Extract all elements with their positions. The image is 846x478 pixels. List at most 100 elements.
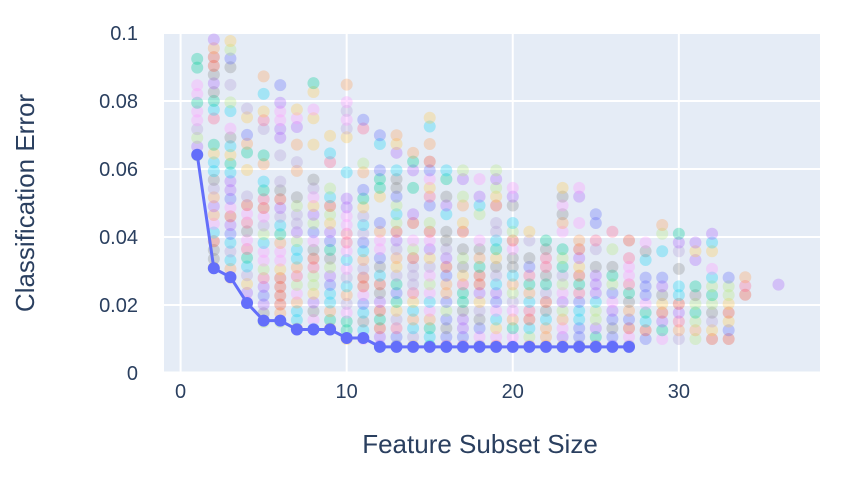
candidate-point	[274, 280, 287, 293]
candidate-point	[490, 243, 503, 256]
candidate-point	[274, 272, 287, 285]
candidate-point	[373, 269, 386, 282]
candidate-point	[423, 313, 436, 326]
candidate-point	[672, 236, 685, 249]
candidate-point	[490, 260, 503, 273]
candidate-point	[357, 262, 370, 275]
candidate-point	[589, 216, 602, 229]
candidate-point	[307, 173, 320, 186]
candidate-point	[423, 173, 436, 186]
candidate-point	[224, 34, 237, 47]
candidate-point	[257, 201, 270, 214]
candidate-point	[307, 226, 320, 239]
best-error-point	[456, 340, 469, 353]
candidate-point	[207, 156, 220, 169]
candidate-point	[573, 313, 586, 326]
candidate-point	[307, 217, 320, 230]
best-series	[191, 148, 636, 353]
candidate-point	[506, 269, 519, 282]
candidate-point	[506, 313, 519, 326]
candidate-point	[241, 146, 254, 159]
candidate-point	[290, 121, 303, 134]
candidate-point	[274, 298, 287, 311]
candidate-point	[706, 289, 719, 302]
candidate-point	[207, 94, 220, 107]
candidate-point	[340, 315, 353, 328]
best-error-point	[307, 323, 320, 336]
candidate-point	[672, 324, 685, 337]
candidate-point	[373, 129, 386, 142]
candidate-point	[556, 216, 569, 229]
candidate-point	[722, 315, 735, 328]
candidate-point	[589, 234, 602, 247]
candidate-point	[224, 210, 237, 223]
candidate-point	[490, 322, 503, 335]
candidate-point	[407, 216, 420, 229]
candidate-point	[456, 173, 469, 186]
candidate-point	[440, 252, 453, 265]
candidate-point	[357, 218, 370, 231]
candidate-point	[672, 315, 685, 328]
candidate-point	[407, 252, 420, 265]
candidate-point	[390, 208, 403, 221]
candidate-point	[357, 122, 370, 135]
candidate-point	[456, 287, 469, 300]
candidate-point	[274, 263, 287, 276]
candidate-point	[623, 278, 636, 291]
best-error-point	[556, 340, 569, 353]
grid-lines	[164, 32, 820, 375]
candidate-point	[241, 225, 254, 238]
best-error-point	[573, 340, 586, 353]
candidate-point	[340, 218, 353, 231]
candidate-point	[373, 252, 386, 265]
candidate-point	[357, 254, 370, 267]
candidate-point	[456, 295, 469, 308]
best-error-point	[523, 340, 536, 353]
candidate-point	[573, 269, 586, 282]
candidate-point	[290, 287, 303, 300]
candidate-point	[340, 201, 353, 214]
candidate-point	[423, 243, 436, 256]
candidate-point	[506, 278, 519, 291]
candidate-point	[224, 122, 237, 135]
candidate-point	[589, 322, 602, 335]
candidate-point	[357, 271, 370, 284]
candidate-point	[274, 228, 287, 241]
candidate-point	[440, 295, 453, 308]
candidate-point	[423, 155, 436, 168]
candidate-point	[340, 210, 353, 223]
candidate-point	[473, 173, 486, 186]
candidate-point	[307, 261, 320, 274]
candidate-point	[390, 287, 403, 300]
candidate-point	[373, 287, 386, 300]
candidate-point	[324, 226, 337, 239]
candidate-point	[324, 305, 337, 318]
candidate-point	[556, 208, 569, 221]
candidate-point	[274, 114, 287, 127]
candidate-point	[440, 269, 453, 282]
candidate-point	[357, 113, 370, 126]
candidate-point	[739, 288, 752, 301]
candidate-point	[224, 140, 237, 153]
candidate-point	[606, 287, 619, 300]
candidate-point	[722, 297, 735, 310]
candidate-point	[207, 103, 220, 116]
candidate-point	[490, 287, 503, 300]
candidate-point	[573, 234, 586, 247]
candidate-point	[573, 304, 586, 317]
candidate-point	[606, 304, 619, 317]
candidate-point	[706, 262, 719, 275]
candidate-point	[257, 263, 270, 276]
candidate-point	[672, 289, 685, 302]
candidate-point	[639, 280, 652, 293]
candidate-point	[224, 254, 237, 267]
candidate-point	[224, 78, 237, 91]
candidate-point	[506, 304, 519, 317]
candidate-point	[390, 234, 403, 247]
candidate-point	[340, 96, 353, 109]
candidate-point	[490, 225, 503, 238]
candidate-point	[324, 208, 337, 221]
candidate-point	[324, 182, 337, 195]
candidate-point	[257, 105, 270, 118]
best-error-point	[324, 323, 337, 336]
